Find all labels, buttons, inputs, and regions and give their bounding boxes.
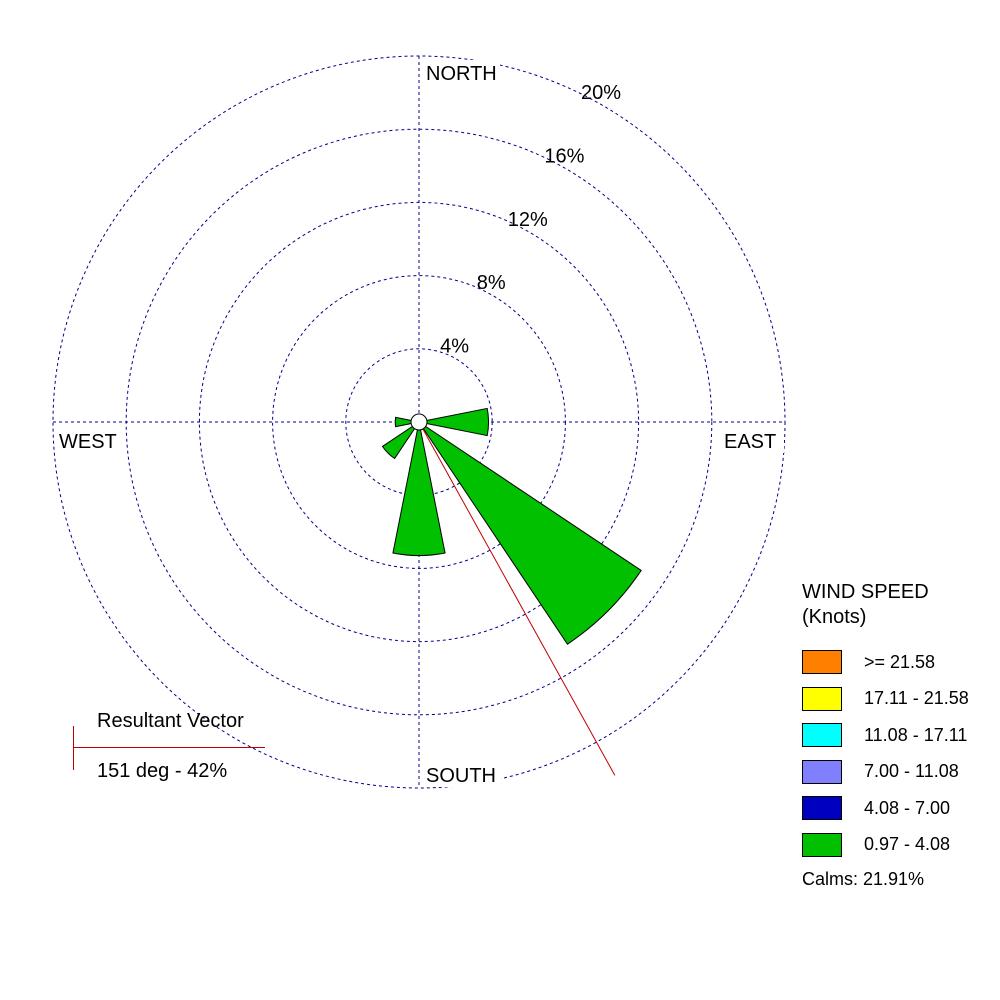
petal-180	[392, 421, 446, 557]
legend-item-label: 4.08 - 7.00	[864, 797, 951, 818]
ring-label: 8%	[477, 272, 506, 294]
ring-label: 12%	[508, 209, 548, 231]
resultant-vector-value: 151 deg - 42%	[97, 760, 228, 782]
east-label-bg	[722, 429, 784, 453]
legend-item: 11.08 - 17.11	[802, 717, 992, 754]
legend-item-label: 11.08 - 17.11	[864, 724, 968, 745]
legend-rows: >= 21.58 17.11 - 21.58 11.08 - 17.11 7.0…	[802, 644, 992, 863]
legend-item: 7.00 - 11.08	[802, 754, 992, 791]
legend: WIND SPEED (Knots) >= 21.58 17.11 - 21.5…	[802, 580, 992, 890]
resultant-vector-tick	[73, 726, 74, 770]
legend-title-line2: (Knots)	[802, 606, 867, 628]
legend-item-label: 7.00 - 11.08	[864, 761, 959, 782]
legend-swatch	[802, 686, 842, 711]
legend-item-label: 17.11 - 21.58	[864, 688, 969, 709]
petal-270	[394, 416, 420, 428]
resultant-vector-sample-line	[73, 747, 265, 748]
resultant-vector-box: Resultant Vector 151 deg - 42%	[60, 705, 320, 795]
west-label-bg	[57, 429, 121, 453]
legend-swatch	[802, 796, 842, 821]
legend-swatch	[802, 759, 842, 784]
ring-label: 20%	[581, 82, 621, 104]
petal-135	[418, 421, 642, 645]
resultant-vector-line	[418, 421, 616, 776]
legend-item-label: 0.97 - 4.08	[864, 834, 951, 855]
legend-swatch	[802, 723, 842, 748]
ring-label: 4%	[440, 336, 469, 358]
legend-item: >= 21.58	[802, 644, 992, 681]
direction-label-north: NORTH	[426, 63, 497, 85]
legend-title: WIND SPEED (Knots)	[802, 580, 992, 630]
direction-label-west: WEST	[59, 431, 117, 453]
legend-item: 0.97 - 4.08	[802, 827, 992, 864]
direction-label-east: EAST	[724, 431, 776, 453]
south-label-bg	[424, 763, 501, 787]
resultant-vector-title: Resultant Vector	[97, 710, 244, 732]
legend-item-label: >= 21.58	[864, 651, 936, 672]
petal-90	[418, 407, 490, 437]
calms-label: Calms: 21.91%	[802, 869, 925, 889]
north-label-bg	[424, 60, 500, 84]
legend-swatch	[802, 650, 842, 675]
legend-item: 4.08 - 7.00	[802, 790, 992, 827]
legend-item: 17.11 - 21.58	[802, 681, 992, 718]
center-circle	[410, 413, 428, 431]
legend-swatch	[802, 832, 842, 857]
direction-label-south: SOUTH	[426, 765, 496, 787]
ring-label: 16%	[544, 145, 584, 167]
legend-title-line1: WIND SPEED	[802, 581, 929, 603]
petal-225	[381, 421, 420, 460]
